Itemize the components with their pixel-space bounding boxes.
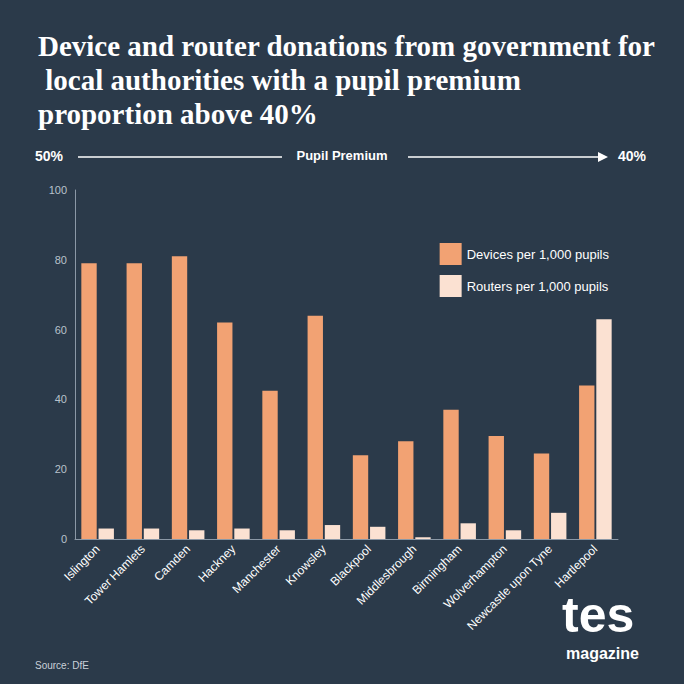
svg-text:Manchester: Manchester: [229, 542, 283, 596]
svg-text:tes: tes: [562, 587, 634, 643]
svg-text:local authorities with a pupil: local authorities with a pupil premium: [38, 64, 528, 96]
svg-text:Devices per 1,000 pupils: Devices per 1,000 pupils: [467, 247, 610, 262]
svg-text:Pupil Premium: Pupil Premium: [296, 148, 387, 163]
svg-text:0: 0: [61, 533, 67, 545]
svg-text:Device and router donations fr: Device and router donations from governm…: [38, 30, 655, 62]
svg-text:100: 100: [49, 184, 67, 196]
svg-text:Blackpool: Blackpool: [327, 542, 374, 589]
svg-text:proportion above 40%: proportion above 40%: [38, 98, 318, 130]
svg-text:Newcastle upon Tyne: Newcastle upon Tyne: [464, 542, 555, 633]
svg-text:Tower Hamlets: Tower Hamlets: [82, 542, 148, 608]
svg-text:20: 20: [55, 463, 67, 475]
svg-text:80: 80: [55, 254, 67, 266]
svg-text:Middlesbrough: Middlesbrough: [354, 542, 419, 607]
svg-text:Source: DfE: Source: DfE: [35, 660, 89, 671]
svg-text:Islington: Islington: [61, 542, 102, 583]
svg-text:50%: 50%: [35, 148, 64, 164]
svg-text:40: 40: [55, 393, 67, 405]
svg-text:40%: 40%: [618, 148, 647, 164]
svg-text:Hackney: Hackney: [195, 542, 238, 585]
svg-text:Routers per 1,000 pupils: Routers per 1,000 pupils: [467, 279, 609, 294]
svg-text:Birmingham: Birmingham: [409, 542, 465, 598]
svg-text:60: 60: [55, 324, 67, 336]
svg-text:magazine: magazine: [566, 645, 639, 662]
svg-text:Wolverhampton: Wolverhampton: [440, 542, 510, 612]
svg-text:Camden: Camden: [151, 542, 193, 584]
svg-text:Hartlepool: Hartlepool: [552, 542, 601, 591]
svg-text:Knowsley: Knowsley: [283, 542, 329, 588]
